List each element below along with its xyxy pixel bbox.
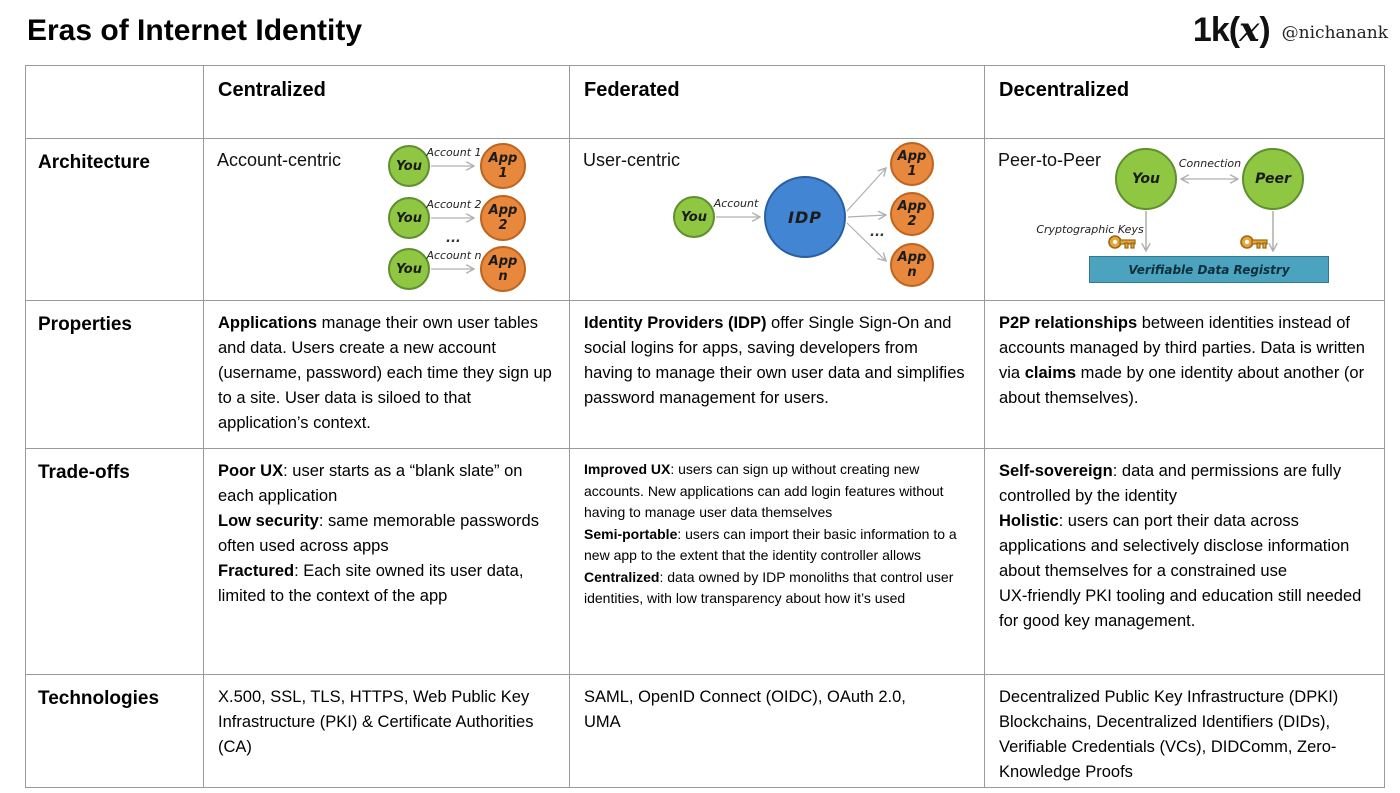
corner-cell	[26, 66, 204, 139]
logo-x: x	[1239, 10, 1260, 50]
federated-arrows	[716, 139, 983, 299]
account-edge-label: Account 1	[426, 146, 482, 159]
ellipsis: ...	[870, 225, 885, 240]
you-node: You	[388, 197, 430, 239]
row-label-technologies: Technologies	[26, 675, 204, 788]
centralized-arrows	[431, 139, 568, 299]
properties-decentralized-cell: P2P relationships between identities ins…	[985, 301, 1385, 449]
page-title: Eras of Internet Identity	[27, 14, 363, 47]
tradeoff-item: Fractured: Each site owned its user data…	[218, 562, 524, 605]
you-node: You	[388, 248, 430, 290]
column-header-federated: Federated	[570, 66, 985, 139]
you-node: You	[1115, 148, 1177, 210]
tradeoff-item: Self-sovereign: data and permissions are…	[999, 462, 1342, 505]
technologies-decentralized-text: Decentralized Public Key Infrastructure …	[999, 688, 1339, 781]
properties-centralized-cell: Applications manage their own user table…	[204, 301, 570, 449]
logo-prefix: 1k(	[1192, 11, 1240, 49]
technologies-centralized-text: X.500, SSL, TLS, HTTPS, Web Public Key I…	[218, 688, 534, 756]
diagram-caption-user-centric: User-centric	[583, 150, 681, 170]
key-icon	[1108, 235, 1136, 249]
brand: 1k(x) @nichanank	[1193, 10, 1388, 50]
brand-logo: 1k(x)	[1192, 10, 1271, 50]
peer-node: Peer	[1242, 148, 1304, 210]
technologies-decentralized-cell: Decentralized Public Key Infrastructure …	[985, 675, 1385, 788]
idp-node: IDP	[764, 176, 846, 258]
tradeoffs-federated-cell: Improved UX: users can sign up without c…	[570, 449, 985, 675]
architecture-decentralized-cell: Peer-to-Peer You Peer Connection Cryptog…	[985, 139, 1385, 301]
eras-table: Centralized Federated Decentralized Arch…	[25, 65, 1385, 788]
key-icon	[1240, 235, 1268, 249]
diagram-caption-account-centric: Account-centric	[217, 150, 342, 170]
row-label-architecture: Architecture	[26, 139, 204, 301]
tradeoff-item: Low security: same memorable passwords o…	[218, 512, 539, 555]
tradeoff-item: Semi-portable: users can import their ba…	[584, 525, 957, 564]
you-node: You	[673, 196, 715, 238]
technologies-federated-text: SAML, OpenID Connect (OIDC), OAuth 2.0, …	[584, 688, 906, 731]
row-label-properties: Properties	[26, 301, 204, 449]
properties-centralized-text: Applications manage their own user table…	[218, 314, 552, 432]
technologies-centralized-cell: X.500, SSL, TLS, HTTPS, Web Public Key I…	[204, 675, 570, 788]
account-edge-label: Account n	[426, 249, 482, 262]
app-node: App n	[480, 246, 526, 292]
tradeoff-item: UX-friendly PKI tooling and education st…	[999, 587, 1362, 630]
cryptographic-keys-label: Cryptographic Keys	[1036, 223, 1144, 236]
architecture-federated-cell: User-centric You IDP App 1 App 2 App n A…	[570, 139, 985, 301]
tradeoffs-centralized-cell: Poor UX: user starts as a “blank slate” …	[204, 449, 570, 675]
column-header-decentralized: Decentralized	[985, 66, 1385, 139]
logo-suffix: )	[1259, 11, 1270, 49]
account-edge-label: Account 2	[426, 198, 482, 211]
ellipsis: ...	[446, 231, 461, 246]
app-node: App 1	[890, 142, 934, 186]
architecture-centralized-cell: Account-centric You You You App 1 App 2 …	[204, 139, 570, 301]
properties-federated-text: Identity Providers (IDP) offer Single Si…	[584, 314, 965, 407]
you-node: You	[388, 145, 430, 187]
tradeoff-item: Centralized: data owned by IDP monoliths…	[584, 568, 954, 607]
account-edge-label: Account	[713, 197, 759, 210]
app-node: App n	[890, 243, 934, 287]
tradeoff-item: Improved UX: users can sign up without c…	[584, 461, 944, 520]
tradeoff-item: Poor UX: user starts as a “blank slate” …	[218, 462, 523, 505]
diagram-caption-peer-to-peer: Peer-to-Peer	[998, 150, 1102, 170]
app-node: App 2	[480, 195, 526, 241]
properties-decentralized-text: P2P relationships between identities ins…	[999, 314, 1365, 407]
connection-edge-label: Connection	[1178, 157, 1242, 170]
tradeoff-item: Holistic: users can port their data acro…	[999, 512, 1350, 580]
column-header-centralized: Centralized	[204, 66, 570, 139]
tradeoffs-decentralized-cell: Self-sovereign: data and permissions are…	[985, 449, 1385, 675]
author-handle: @nichanank	[1281, 23, 1388, 43]
app-node: App 2	[890, 192, 934, 236]
app-node: App 1	[480, 143, 526, 189]
technologies-federated-cell: SAML, OpenID Connect (OIDC), OAuth 2.0, …	[570, 675, 985, 788]
properties-federated-cell: Identity Providers (IDP) offer Single Si…	[570, 301, 985, 449]
verifiable-data-registry-bar: Verifiable Data Registry	[1089, 256, 1329, 283]
row-label-tradeoffs: Trade-offs	[26, 449, 204, 675]
decentralized-arrows	[985, 139, 1383, 299]
